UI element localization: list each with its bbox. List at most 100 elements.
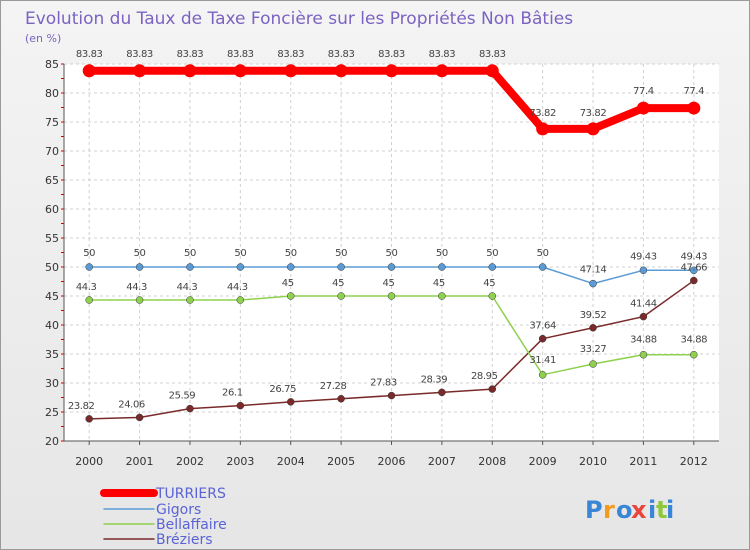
data-label: 34.88 — [630, 335, 657, 346]
logo-letter: i — [648, 496, 656, 524]
legend-label: Gigors — [156, 502, 201, 518]
data-label: 50 — [386, 248, 398, 259]
x-tick-label: 2005 — [327, 455, 355, 468]
data-point — [538, 371, 547, 379]
data-label: 83.83 — [479, 49, 506, 60]
data-label: 50 — [486, 248, 498, 259]
data-label: 50 — [537, 248, 549, 259]
data-point — [186, 296, 194, 304]
x-tick-label: 2000 — [75, 455, 103, 468]
data-point — [435, 64, 449, 78]
data-point — [438, 292, 446, 300]
data-label: 44.3 — [76, 282, 97, 293]
data-point — [639, 312, 648, 321]
data-point — [236, 401, 245, 410]
data-point — [133, 64, 147, 78]
data-point — [337, 292, 345, 300]
data-label: 31.41 — [529, 355, 556, 366]
data-label: 44.3 — [227, 282, 248, 293]
data-point — [690, 276, 698, 285]
y-tick-label: 85 — [45, 58, 59, 71]
chart-title: Evolution du Taux de Taxe Foncière sur l… — [25, 9, 573, 29]
data-label: 83.83 — [177, 49, 204, 60]
data-label: 45 — [433, 278, 445, 289]
data-point — [337, 395, 345, 403]
data-label: 50 — [234, 248, 246, 259]
y-tick-label: 65 — [45, 174, 59, 187]
data-point — [538, 263, 547, 271]
data-label: 41.44 — [630, 299, 657, 310]
data-label: 50 — [134, 248, 146, 259]
data-point — [438, 263, 446, 271]
data-point — [284, 64, 298, 78]
data-label: 26.1 — [222, 388, 243, 399]
data-point — [687, 101, 701, 115]
x-tick-label: 2012 — [680, 455, 708, 468]
data-label: 50 — [285, 248, 297, 259]
x-tick-label: 2003 — [226, 455, 254, 468]
data-label: 25.59 — [169, 391, 196, 402]
data-point — [337, 263, 345, 271]
data-point — [286, 292, 295, 300]
data-point — [639, 350, 648, 359]
data-point — [186, 263, 194, 271]
logo-letter: x — [631, 496, 647, 524]
y-tick-label: 75 — [45, 116, 59, 129]
data-point — [82, 64, 96, 78]
data-label: 47.14 — [580, 265, 607, 276]
data-label: 34.88 — [680, 335, 707, 346]
data-point — [690, 266, 698, 275]
data-label: 73.82 — [529, 108, 556, 119]
y-tick-label: 45 — [45, 290, 59, 303]
data-label: 50 — [436, 248, 448, 259]
data-point — [85, 296, 93, 304]
data-labels: 83.83 83.83 83.83 83.83 83.83 83.83 83.83 83.83… — [68, 49, 708, 412]
y-tick-label: 50 — [45, 261, 59, 274]
x-tick-label: 2010 — [579, 455, 607, 468]
data-point — [387, 292, 396, 300]
data-point — [438, 388, 446, 397]
data-label: 44.3 — [177, 282, 198, 293]
data-point — [488, 385, 497, 393]
data-point — [589, 360, 597, 368]
data-label: 50 — [184, 248, 196, 259]
data-label: 33.27 — [580, 344, 607, 355]
legend-label: Bellaffaire — [156, 517, 227, 533]
data-label: 77.4 — [683, 86, 704, 97]
data-label: 49.43 — [630, 251, 657, 262]
data-point — [485, 64, 499, 78]
data-label: 83.83 — [429, 49, 456, 60]
data-label: 83.83 — [328, 49, 355, 60]
x-tick-label: 2002 — [176, 455, 204, 468]
data-point — [488, 263, 497, 271]
data-point — [233, 64, 247, 78]
data-point — [636, 101, 650, 115]
data-label: 83.83 — [378, 49, 405, 60]
data-point — [387, 263, 396, 271]
x-tick-label: 2006 — [378, 455, 406, 468]
data-point — [639, 266, 648, 275]
data-point — [186, 404, 194, 413]
data-label: 45 — [282, 278, 294, 289]
x-tick-label: 2004 — [277, 455, 305, 468]
y-tick-label: 35 — [45, 348, 59, 361]
y-tick-label: 25 — [45, 406, 59, 419]
data-label: 83.83 — [126, 49, 153, 60]
data-label: 24.06 — [118, 399, 145, 410]
x-tick-label: 2007 — [428, 455, 456, 468]
logo-letter: o — [616, 496, 633, 524]
data-label: 47.66 — [680, 263, 707, 274]
x-tick-label: 2009 — [529, 455, 557, 468]
data-label: 49.43 — [680, 251, 707, 262]
y-tick-label: 70 — [45, 145, 59, 158]
data-point — [536, 122, 550, 136]
logo-letter: r — [603, 496, 615, 524]
data-label: 77.4 — [633, 86, 654, 97]
data-point — [589, 279, 597, 288]
y-tick-label: 40 — [45, 319, 59, 332]
data-point — [135, 263, 144, 271]
data-label: 45 — [383, 278, 395, 289]
